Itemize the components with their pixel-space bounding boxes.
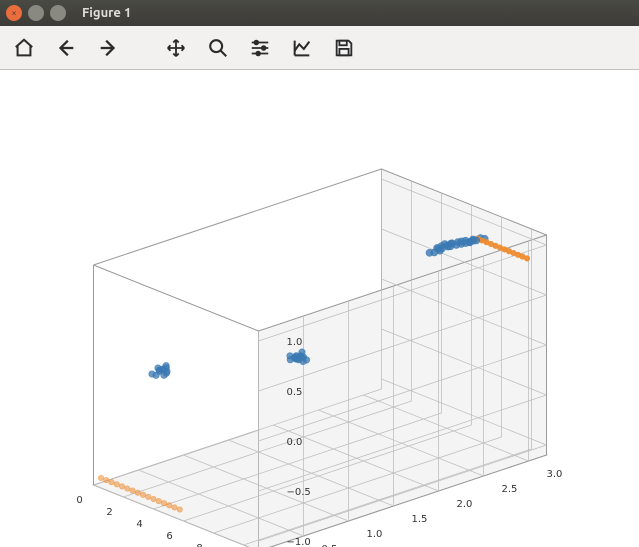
- svg-text:4: 4: [136, 519, 142, 530]
- save-icon[interactable]: [332, 36, 356, 60]
- axes-icon[interactable]: [290, 36, 314, 60]
- svg-text:2.0: 2.0: [457, 499, 473, 510]
- back-icon[interactable]: [54, 36, 78, 60]
- forward-icon[interactable]: [96, 36, 120, 60]
- svg-text:0.0: 0.0: [287, 437, 303, 448]
- svg-text:−1.0: −1.0: [287, 537, 311, 547]
- pan-icon[interactable]: [164, 36, 188, 60]
- svg-text:8: 8: [196, 543, 202, 547]
- svg-text:0.5: 0.5: [287, 387, 303, 398]
- home-icon[interactable]: [12, 36, 36, 60]
- svg-text:3.0: 3.0: [547, 469, 563, 480]
- svg-text:1.0: 1.0: [367, 529, 383, 540]
- configure-icon[interactable]: [248, 36, 272, 60]
- svg-text:6: 6: [166, 531, 172, 542]
- minimize-icon[interactable]: [28, 5, 44, 21]
- close-icon[interactable]: ×: [6, 5, 22, 21]
- svg-text:−0.5: −0.5: [287, 487, 311, 498]
- maximize-icon[interactable]: [50, 5, 66, 21]
- scatter3d-plot: 02468100.00.51.01.52.02.53.0−1.0−0.50.00…: [0, 70, 639, 547]
- zoom-icon[interactable]: [206, 36, 230, 60]
- svg-text:2: 2: [106, 507, 112, 518]
- svg-text:1.5: 1.5: [412, 514, 428, 525]
- svg-text:2.5: 2.5: [502, 484, 518, 495]
- plot-canvas[interactable]: 02468100.00.51.01.52.02.53.0−1.0−0.50.00…: [0, 70, 639, 547]
- svg-text:0: 0: [76, 495, 82, 506]
- window-titlebar: × Figure 1: [0, 0, 639, 26]
- svg-text:1.0: 1.0: [287, 337, 303, 348]
- figure-toolbar: [0, 26, 639, 70]
- window-title: Figure 1: [82, 6, 131, 20]
